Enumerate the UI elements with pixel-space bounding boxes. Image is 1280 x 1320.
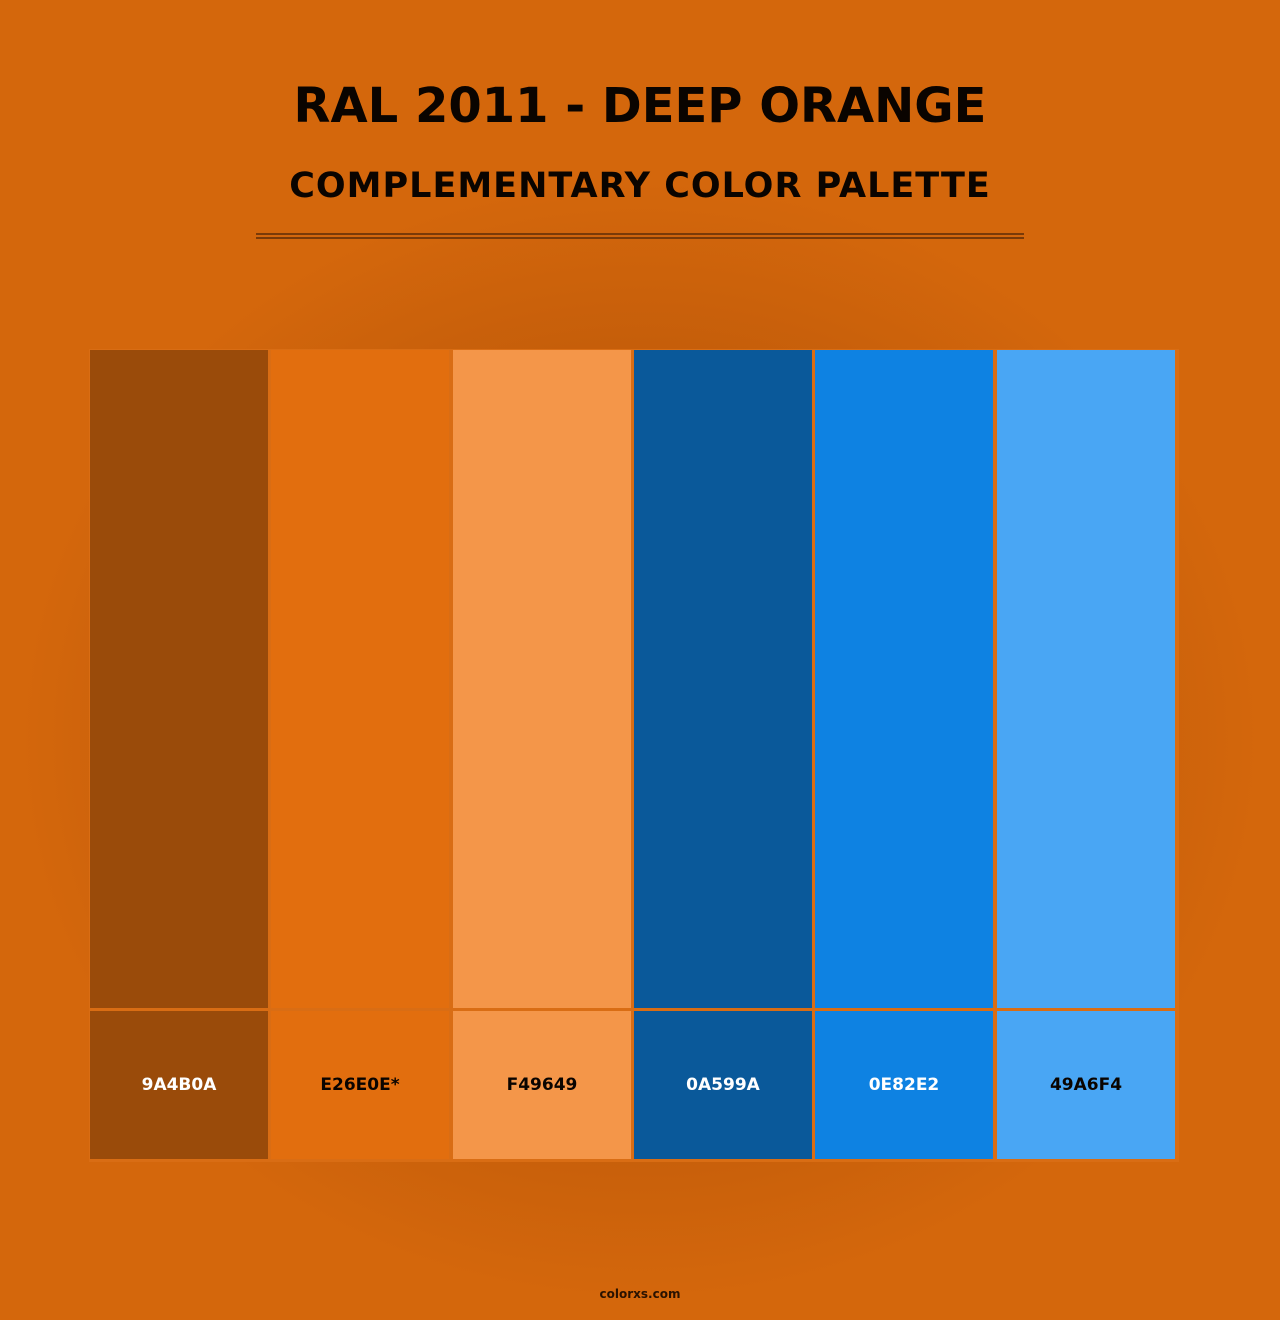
- color-swatch-2[interactable]: [271, 350, 449, 1008]
- color-swatch-4[interactable]: [634, 350, 812, 1008]
- hex-label-1: 9A4B0A: [90, 1011, 268, 1159]
- hex-label-6: 49A6F4: [997, 1011, 1175, 1159]
- hex-label-2: E26E0E*: [271, 1011, 449, 1159]
- hex-label-4: 0A599A: [634, 1011, 812, 1159]
- color-swatch-6[interactable]: [997, 350, 1175, 1008]
- hex-label-5: 0E82E2: [815, 1011, 993, 1159]
- color-swatch-5[interactable]: [815, 350, 993, 1008]
- color-swatch-3[interactable]: [453, 350, 631, 1008]
- divider-line: [256, 237, 1024, 239]
- page-subtitle: COMPLEMENTARY COLOR PALETTE: [289, 166, 991, 206]
- page-title: RAL 2011 - DEEP ORANGE: [293, 78, 987, 134]
- footer-site-link[interactable]: colorxs.com: [599, 1287, 681, 1301]
- divider-line: [256, 233, 1024, 235]
- color-swatch-1[interactable]: [90, 350, 268, 1008]
- color-palette: 9A4B0A E26E0E* F49649 0A599A 0E82E2 49A6…: [89, 349, 1179, 1162]
- hex-label-3: F49649: [453, 1011, 631, 1159]
